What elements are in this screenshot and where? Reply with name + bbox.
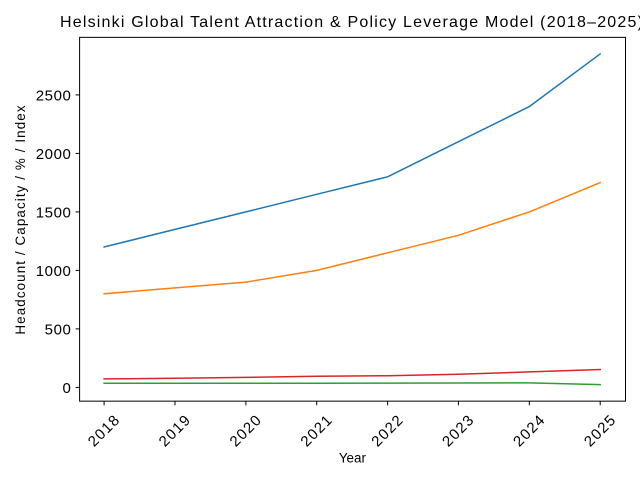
svg-text:2019: 2019 [156, 411, 195, 450]
svg-text:2024: 2024 [510, 411, 549, 450]
svg-text:1500: 1500 [36, 204, 72, 221]
svg-text:2022: 2022 [368, 411, 407, 450]
svg-text:1000: 1000 [36, 263, 72, 280]
svg-text:Helsinki Global Talent Attract: Helsinki Global Talent Attraction & Poli… [60, 14, 640, 31]
svg-text:2023: 2023 [439, 411, 478, 450]
svg-text:0: 0 [63, 380, 72, 397]
svg-text:2025: 2025 [581, 411, 620, 450]
svg-text:Year: Year [339, 450, 367, 465]
svg-text:2020: 2020 [227, 411, 266, 450]
svg-text:Headcount / Capacity / % / Ind: Headcount / Capacity / % / Index [13, 104, 28, 334]
svg-text:500: 500 [45, 321, 72, 338]
svg-text:2018: 2018 [85, 411, 124, 450]
svg-text:2000: 2000 [36, 146, 72, 163]
svg-text:2021: 2021 [297, 411, 336, 450]
svg-text:2500: 2500 [36, 87, 72, 104]
